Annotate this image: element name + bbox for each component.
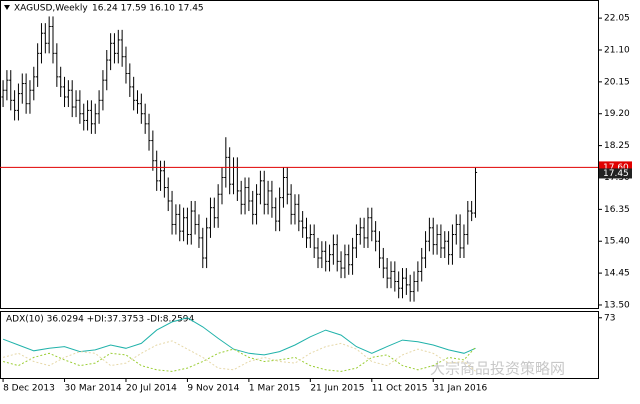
symbol: XAGUSD,Weekly <box>14 4 88 14</box>
dropdown-icon <box>4 5 10 10</box>
x-tick-label: 21 Jun 2015 <box>310 384 364 394</box>
ohlc-text: 16.24 17.59 16.10 17.45 <box>92 4 204 14</box>
main-pane <box>0 0 599 309</box>
x-tick-label: 20 Jul 2014 <box>126 384 177 394</box>
indicator-tick-label: 73 <box>604 313 615 323</box>
last-price-box <box>599 168 632 179</box>
watermark: 大宗商品投资策略网 <box>430 360 565 378</box>
x-tick-label: 8 Dec 2013 <box>3 384 55 394</box>
indicator-pane <box>0 311 599 379</box>
price-box-label: 17.60 <box>603 163 629 173</box>
y-tick-label: 13.50 <box>604 300 630 310</box>
y-tick-label: 18.25 <box>604 141 630 151</box>
x-tick-label: 9 Nov 2014 <box>187 384 239 394</box>
y-tick-label: 22.05 <box>604 14 630 24</box>
y-tick-label: 21.10 <box>604 45 630 55</box>
price-box <box>599 161 632 173</box>
indicator-line <box>2 317 476 356</box>
indicator-line <box>2 340 476 372</box>
y-tick-label: 15.40 <box>604 237 630 247</box>
x-tick-label: 11 Oct 2015 <box>372 384 428 394</box>
last-price-label: 17.45 <box>603 169 629 179</box>
y-tick-label: 14.45 <box>604 269 630 279</box>
y-tick-label: 19.20 <box>604 109 630 119</box>
x-tick-label: 1 Mar 2015 <box>249 384 300 394</box>
indicator-line <box>2 346 476 372</box>
indicator-label: ADX(10) 36.0294 +DI:37.3753 -DI:8.2594 <box>6 315 195 325</box>
x-tick-label: 31 Jan 2016 <box>433 384 487 394</box>
y-tick-label: 16.35 <box>604 205 630 215</box>
x-tick-label: 30 Mar 2014 <box>65 384 122 394</box>
y-tick-label: 20.15 <box>604 77 630 87</box>
